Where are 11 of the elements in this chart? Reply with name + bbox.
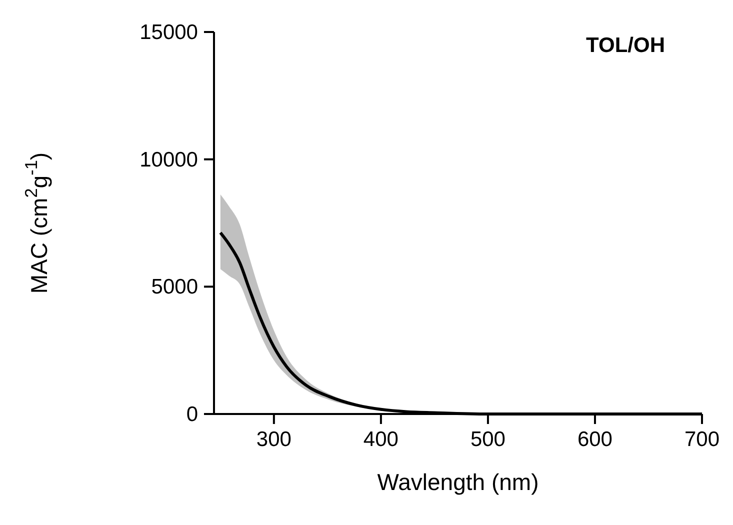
x-tick-label: 700 [684, 428, 720, 451]
x-axis-title: Wavlength (nm) [377, 469, 539, 495]
y-tick-label: 10000 [140, 148, 198, 172]
x-tick-label: 600 [577, 428, 613, 451]
y-tick-label: 15000 [140, 21, 198, 44]
x-tick-label: 500 [470, 428, 506, 451]
x-tick-label: 400 [363, 428, 398, 451]
x-tick-label: 300 [256, 428, 292, 451]
y-tick-label: 5000 [151, 276, 198, 299]
annotation: TOL/OH [586, 34, 665, 57]
y-tick-label: 0 [186, 403, 198, 426]
